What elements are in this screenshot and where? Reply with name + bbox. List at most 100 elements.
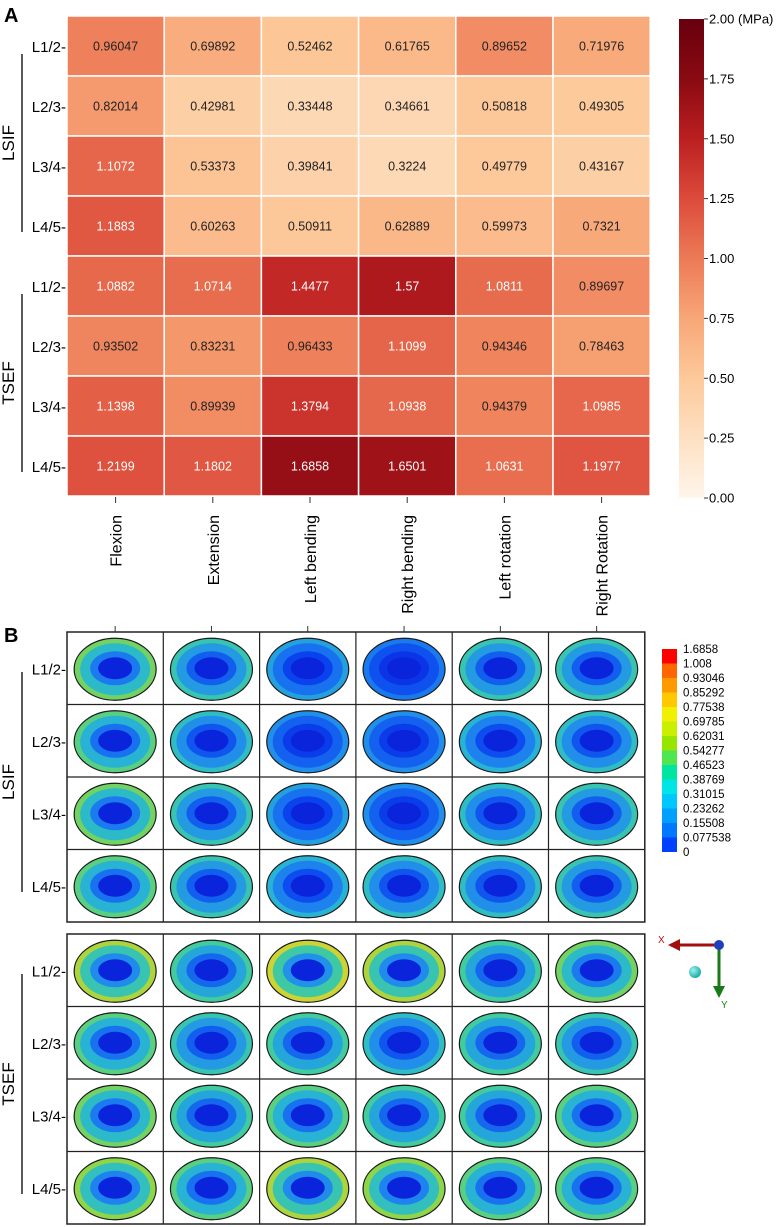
disc-contour [169, 637, 254, 701]
heatmap-row-label: L2/3- [32, 339, 66, 356]
disc-contour [73, 939, 157, 1003]
disc-contour [169, 1084, 254, 1148]
heatmap-cell [357, 195, 457, 257]
legend-swatch [662, 721, 677, 736]
heatmap-cell-label: 0.71976 [579, 40, 624, 54]
legend-label: 0.23262 [683, 804, 725, 816]
legend-label: 0.54277 [683, 746, 725, 758]
heatmap-cell-label: 1.2199 [96, 460, 134, 474]
disc-contour [266, 782, 350, 846]
legend-label: 0.69785 [683, 717, 725, 729]
heatmap-cell-label: 0.7321 [582, 220, 620, 234]
heatmap-cell-label: 1.0985 [582, 400, 620, 414]
disc-contour [73, 782, 157, 846]
disc-contour [266, 637, 350, 701]
heatmap-cell-label: 0.93502 [93, 340, 138, 354]
disc-contour [458, 782, 542, 846]
contour-row-label: L3/4- [32, 1108, 66, 1125]
disc-contour [458, 1157, 542, 1221]
heatmap-cell [260, 375, 360, 437]
colorbar-tick-label: 0.00 [709, 491, 734, 506]
heatmap-cell [163, 315, 263, 377]
legend-label: 0 [683, 847, 689, 859]
disc-contour [73, 710, 157, 774]
disc-contour [169, 939, 254, 1003]
legend-label: 0.46523 [683, 760, 725, 772]
legend-swatch [662, 750, 677, 765]
heatmap-cell-label: 1.1802 [194, 460, 232, 474]
legend-label: 0.93046 [683, 673, 725, 685]
heatmap-cell-label: 1.1072 [96, 160, 134, 174]
disc-contour [73, 855, 157, 919]
legend-label: 0.15508 [683, 818, 725, 830]
disc-contour [73, 1012, 157, 1076]
heatmap-cell-label: 1.6501 [388, 460, 426, 474]
heatmap-cell [163, 75, 263, 137]
disc-contour [458, 939, 542, 1003]
heatmap-cell-label: 0.49779 [482, 160, 527, 174]
colorbar-tick-label: 0.25 [709, 431, 734, 446]
heatmap-cell-label: 0.43167 [579, 160, 624, 174]
disc-contour [169, 710, 254, 774]
legend-label: 0.62031 [683, 731, 725, 743]
heatmap-cell-label: 1.0714 [194, 280, 232, 294]
heatmap: 0.96047 0.69892 0.52462 0.61765 0.89652 0.719… [66, 15, 651, 497]
heatmap-cell [260, 135, 360, 197]
disc-contour [266, 939, 350, 1003]
colorbar-bar [679, 19, 704, 498]
x-axis-label: X [658, 935, 665, 946]
disc-contour [362, 637, 446, 701]
disc-contour [169, 782, 254, 846]
heatmap-row-label: L1/2- [32, 39, 66, 56]
heatmap-cell [66, 435, 165, 497]
axis-triad: X Y [658, 935, 728, 1011]
colorbar-tick-label: 0.75 [709, 311, 734, 326]
legend-label: 0.85292 [683, 688, 725, 700]
heatmap-cell [260, 75, 360, 137]
heatmap-row-label: L4/5- [32, 459, 66, 476]
colorbar: 2.00 1.75 1.50 1.25 1.00 0.75 0.50 0.25 0.00 (MPa… [679, 12, 773, 506]
disc-contour [555, 855, 639, 919]
legend-swatch [662, 692, 677, 707]
column-label: Flexion [109, 515, 126, 567]
column-label: Extension [206, 515, 223, 585]
group-label: LSIF [0, 764, 18, 800]
heatmap-cell [163, 15, 263, 77]
heatmap-row-label: L3/4- [32, 159, 66, 176]
disc-contour [555, 939, 639, 1003]
disc-contour [458, 1012, 542, 1076]
heatmap-cell-label: 0.94346 [482, 340, 527, 354]
heatmap-cell [552, 315, 651, 377]
legend-label: 1.008 [683, 659, 712, 671]
heatmap-cell [552, 435, 651, 497]
legend-swatch [662, 779, 677, 794]
disc-contour [169, 1157, 254, 1221]
contour-row-label: L4/5- [32, 1181, 66, 1198]
heatmap-cell [163, 135, 263, 197]
heatmap-cell [455, 255, 554, 317]
heatmap-cell-label: 0.69892 [190, 40, 235, 54]
disc-contour [555, 710, 639, 774]
heatmap-cell-label: 1.1398 [96, 400, 134, 414]
heatmap-cell [66, 75, 165, 137]
colorbar-tick-label: 1.50 [709, 131, 734, 146]
heatmap-cell [260, 255, 360, 317]
heatmap-cell [455, 375, 554, 437]
heatmap-cell-label: 0.78463 [579, 340, 624, 354]
disc-contour [458, 1084, 542, 1148]
disc-contour [266, 1157, 350, 1221]
disc-contour [169, 855, 254, 919]
heatmap-row-label: L4/5- [32, 219, 66, 236]
heatmap-cell-label: 0.34661 [385, 100, 430, 114]
heatmap-cell-label: 1.3794 [291, 400, 329, 414]
panel-a-label: A [4, 5, 18, 27]
legend-swatch [662, 678, 677, 693]
legend-swatch [662, 649, 677, 664]
contour-legend: 1.6858 1.008 0.93046 0.85292 0.77538 0.69785 0… [662, 644, 731, 859]
legend-swatch [662, 823, 677, 838]
heatmap-cell [66, 315, 165, 377]
disc-contour [169, 1012, 254, 1076]
disc-contour [362, 1084, 446, 1148]
colorbar-tick-label: 1.00 [709, 251, 734, 266]
